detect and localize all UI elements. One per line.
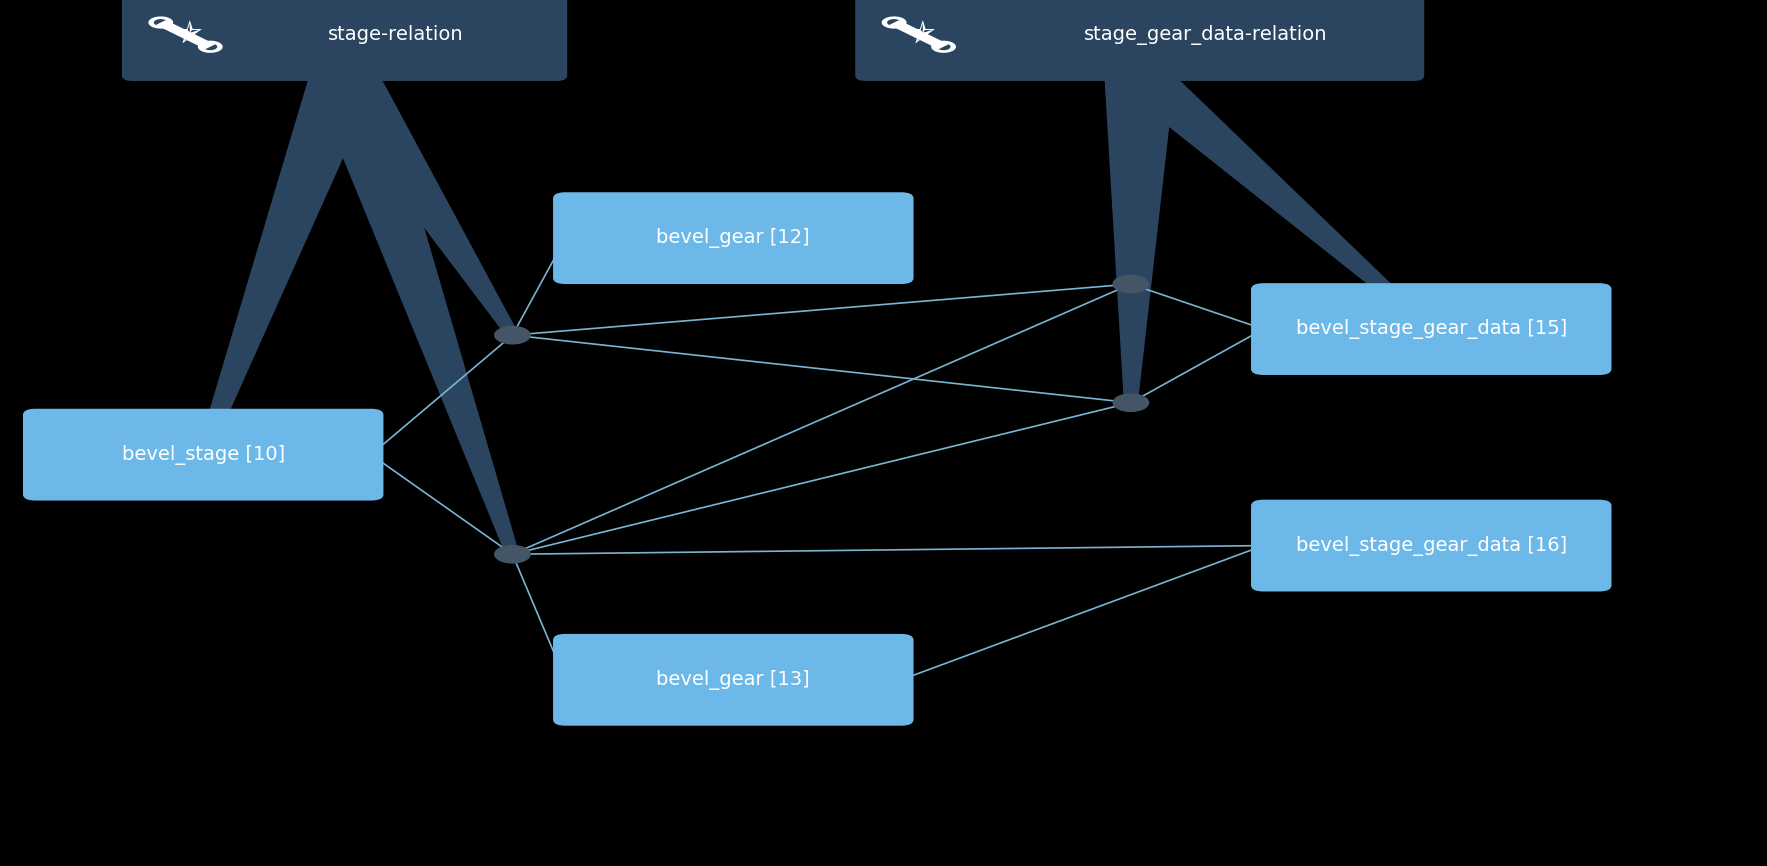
Polygon shape [882, 16, 906, 29]
Text: stage_gear_data-relation: stage_gear_data-relation [1083, 24, 1327, 45]
FancyBboxPatch shape [1251, 283, 1612, 375]
Circle shape [1113, 275, 1149, 293]
FancyBboxPatch shape [23, 409, 383, 501]
Polygon shape [148, 16, 173, 29]
Circle shape [495, 326, 530, 344]
Text: bevel_stage_gear_data [15]: bevel_stage_gear_data [15] [1295, 319, 1567, 339]
Text: bevel_gear [13]: bevel_gear [13] [657, 669, 809, 690]
FancyBboxPatch shape [855, 0, 1424, 81]
Polygon shape [309, 76, 519, 554]
Polygon shape [889, 20, 949, 49]
Polygon shape [196, 76, 380, 455]
Polygon shape [1104, 76, 1175, 403]
Circle shape [495, 546, 530, 563]
Polygon shape [931, 41, 956, 53]
Polygon shape [198, 41, 223, 53]
FancyBboxPatch shape [1251, 500, 1612, 591]
FancyBboxPatch shape [553, 192, 914, 284]
Text: stage-relation: stage-relation [327, 25, 463, 44]
Circle shape [1113, 394, 1149, 411]
Polygon shape [1104, 76, 1175, 284]
Text: ✯: ✯ [177, 20, 201, 49]
Polygon shape [1104, 76, 1438, 329]
Text: bevel_gear [12]: bevel_gear [12] [657, 228, 809, 249]
FancyBboxPatch shape [122, 0, 567, 81]
FancyBboxPatch shape [553, 634, 914, 726]
Polygon shape [155, 20, 216, 49]
Polygon shape [309, 76, 519, 335]
Text: bevel_stage [10]: bevel_stage [10] [122, 444, 284, 465]
Text: ✯: ✯ [910, 20, 935, 49]
Text: bevel_stage_gear_data [16]: bevel_stage_gear_data [16] [1295, 535, 1567, 556]
